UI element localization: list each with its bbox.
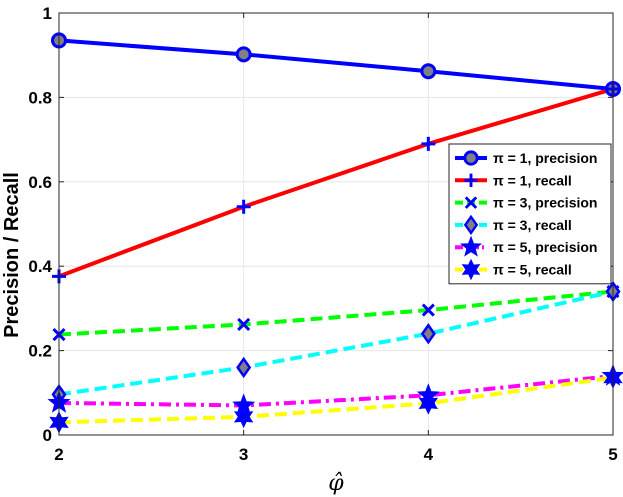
series-line-2 [58, 289, 614, 337]
legend-label-2: π = 3, precision [493, 195, 597, 211]
legend-marker-3 [463, 214, 479, 236]
data-point-s2-2 [421, 303, 435, 317]
y-tick-label-5: 1 [43, 4, 52, 23]
data-point-s3-2-shape [420, 323, 436, 345]
legend-box [448, 143, 612, 285]
data-point-s0-1 [235, 46, 252, 63]
data-point-s5-2 [418, 392, 439, 415]
data-point-s0-2 [420, 63, 437, 80]
legend: π = 1, precision π = 1, recall π = 3, prec… [448, 143, 612, 285]
legend-marker-2-shape [464, 196, 478, 209]
legend-marker-2 [464, 196, 478, 209]
data-point-s5-1 [233, 405, 254, 429]
series-lines [58, 38, 614, 425]
legend-label-5: π = 5, recall [493, 262, 572, 278]
data-point-s3-2 [420, 323, 436, 345]
legend-marker-3-shape [463, 214, 479, 236]
legend-label-4: π = 5, precision [493, 239, 597, 255]
data-point-s2-1-shape [237, 317, 251, 331]
data-point-s1-2-shape [421, 136, 436, 151]
data-point-s1-1 [236, 199, 251, 214]
axes [58, 12, 614, 436]
plot-frame [58, 12, 614, 436]
x-axis-label: φ̂ [328, 471, 344, 496]
data-point-s5-1-shape [233, 405, 254, 429]
series-line-0 [58, 38, 614, 91]
legend-marker-4-shape [459, 235, 483, 257]
tick-labels: 2 3 4 5 0 0.2 0.4 0.6 0.8 1 [28, 4, 617, 464]
legend-label-3: π = 3, recall [493, 217, 572, 233]
y-tick-label-2: 0.4 [28, 257, 52, 276]
legend-marker-5 [461, 258, 481, 281]
data-point-s2-1 [237, 317, 251, 331]
legend-label-1: π = 1, recall [493, 172, 572, 188]
legend-marker-4 [459, 235, 483, 257]
legend-label-0: π = 1, precision [493, 150, 597, 166]
legend-marker-1-shape [464, 173, 478, 187]
series-line-3 [58, 289, 614, 397]
x-tick-label-3: 5 [608, 445, 617, 464]
data-point-s0-1-shape [235, 46, 252, 63]
series-line-5 [58, 375, 614, 425]
data-point-s1-2 [421, 136, 436, 151]
y-axis-label: Precision / Recall [1, 172, 23, 338]
legend-marker-1 [464, 173, 478, 187]
data-point-s3-1 [236, 356, 252, 379]
x-tick-label-1: 3 [239, 445, 248, 464]
data-point-s5-2-shape [418, 392, 439, 415]
y-tick-label-4: 0.8 [28, 88, 52, 107]
series-line-1 [58, 87, 614, 279]
series-line-4 [58, 373, 614, 408]
legend-marker-0 [463, 150, 479, 166]
data-point-s3-1-shape [236, 356, 252, 379]
x-tick-label-2: 4 [424, 445, 434, 464]
x-tick-label-0: 2 [54, 445, 63, 464]
data-point-s0-2-shape [420, 63, 437, 80]
data-point-s2-2-shape [421, 303, 435, 317]
y-tick-label-3: 0.6 [28, 173, 52, 192]
y-tick-label-0: 0 [43, 426, 52, 445]
legend-marker-0-shape [463, 150, 479, 166]
data-point-s1-1-shape [236, 199, 251, 214]
legend-marker-5-shape [461, 258, 481, 281]
y-tick-label-1: 0.2 [28, 342, 52, 361]
